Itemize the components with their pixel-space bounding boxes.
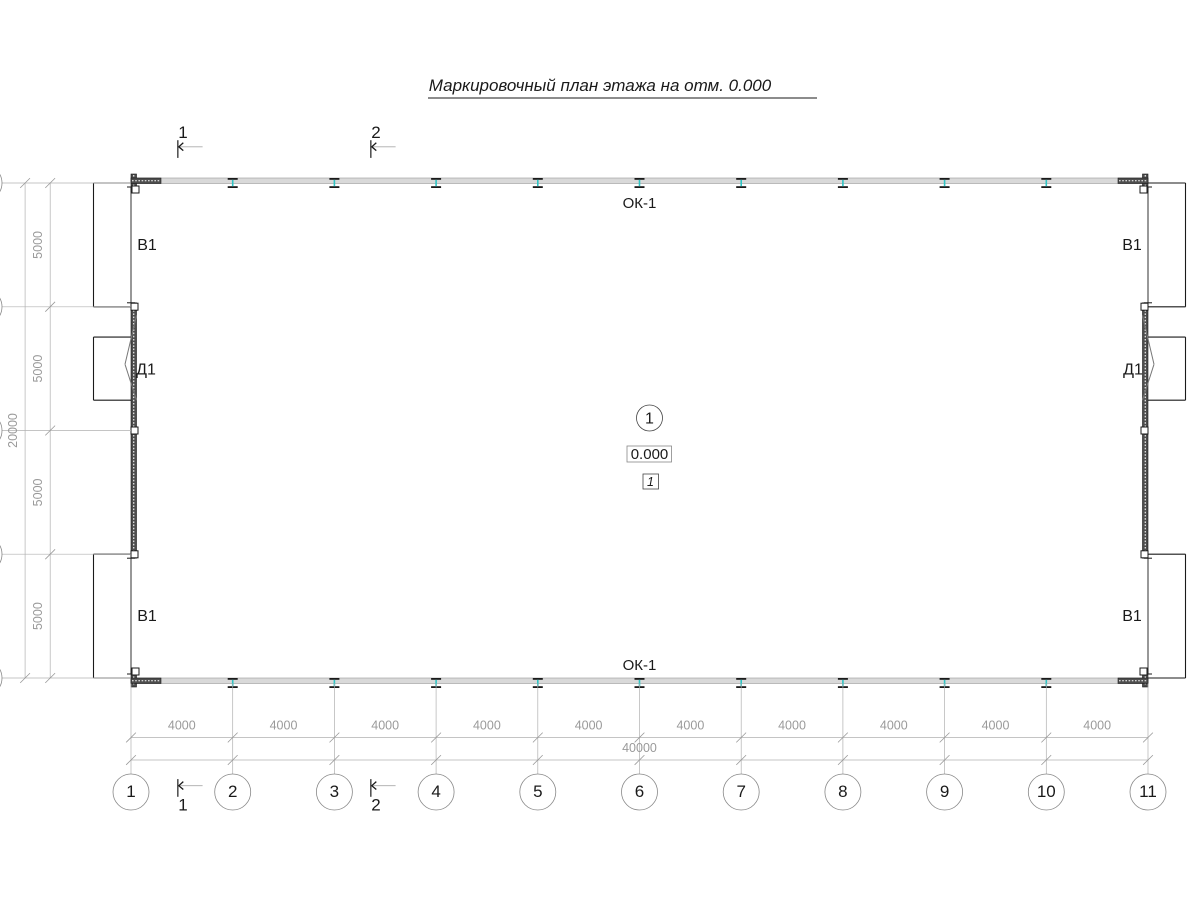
svg-text:4000: 4000 bbox=[168, 719, 196, 733]
svg-text:B1: B1 bbox=[137, 237, 157, 254]
svg-text:4000: 4000 bbox=[1083, 719, 1111, 733]
svg-text:4000: 4000 bbox=[371, 719, 399, 733]
svg-text:4000: 4000 bbox=[270, 719, 298, 733]
svg-text:5: 5 bbox=[533, 782, 542, 801]
svg-text:2: 2 bbox=[228, 782, 237, 801]
svg-text:9: 9 bbox=[940, 782, 949, 801]
svg-text:5000: 5000 bbox=[31, 602, 45, 630]
svg-text:Д1: Д1 bbox=[136, 362, 156, 379]
svg-text:B1: B1 bbox=[1122, 237, 1142, 254]
svg-text:4000: 4000 bbox=[778, 719, 806, 733]
svg-text:11: 11 bbox=[1139, 782, 1157, 801]
svg-text:4000: 4000 bbox=[473, 719, 501, 733]
svg-text:1: 1 bbox=[178, 123, 187, 142]
svg-text:2: 2 bbox=[371, 796, 380, 815]
svg-text:B1: B1 bbox=[137, 608, 157, 625]
svg-text:4000: 4000 bbox=[982, 719, 1010, 733]
svg-text:3: 3 bbox=[330, 782, 339, 801]
svg-text:4: 4 bbox=[431, 782, 440, 801]
svg-text:4000: 4000 bbox=[575, 719, 603, 733]
svg-text:B1: B1 bbox=[1122, 608, 1142, 625]
svg-text:4000: 4000 bbox=[880, 719, 908, 733]
svg-text:ОК-1: ОК-1 bbox=[623, 657, 657, 674]
svg-text:5000: 5000 bbox=[31, 478, 45, 506]
svg-text:7: 7 bbox=[736, 782, 745, 801]
svg-text:10: 10 bbox=[1037, 782, 1056, 801]
svg-text:5000: 5000 bbox=[31, 231, 45, 259]
svg-text:8: 8 bbox=[838, 782, 847, 801]
svg-text:1: 1 bbox=[178, 796, 187, 815]
svg-text:5000: 5000 bbox=[31, 355, 45, 383]
svg-text:1: 1 bbox=[647, 475, 654, 489]
svg-text:1: 1 bbox=[645, 411, 654, 428]
svg-text:Д1: Д1 bbox=[1123, 362, 1143, 379]
svg-text:40000: 40000 bbox=[622, 741, 657, 755]
svg-text:6: 6 bbox=[635, 782, 644, 801]
svg-text:0.000: 0.000 bbox=[631, 446, 669, 463]
svg-text:20000: 20000 bbox=[6, 413, 20, 448]
svg-text:4000: 4000 bbox=[676, 719, 704, 733]
svg-text:ОК-1: ОК-1 bbox=[623, 195, 657, 212]
svg-text:2: 2 bbox=[371, 123, 380, 142]
svg-text:1: 1 bbox=[126, 782, 135, 801]
svg-text:Маркировочный план этажа на от: Маркировочный план этажа на отм. 0.000 bbox=[429, 76, 772, 95]
